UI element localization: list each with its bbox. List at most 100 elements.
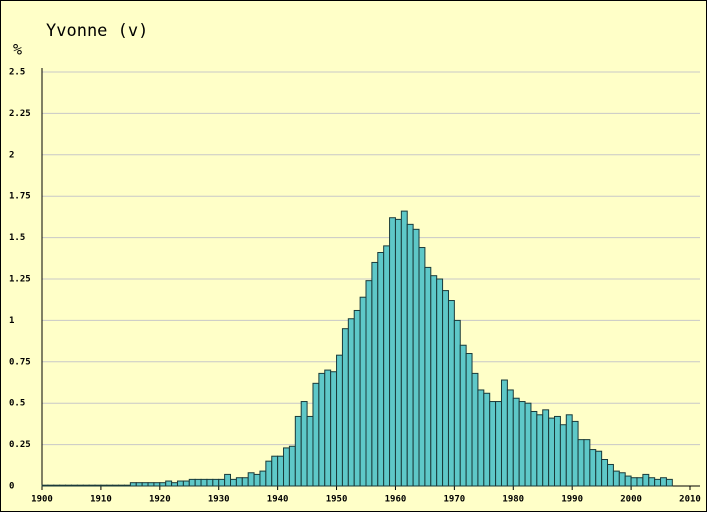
bar [247, 472, 255, 487]
bar [224, 473, 232, 487]
bar [512, 397, 520, 487]
bar [241, 477, 249, 487]
bar [565, 414, 573, 487]
bar [524, 402, 532, 487]
bar [536, 414, 544, 487]
bar [383, 245, 391, 487]
bar [106, 484, 114, 487]
bar [430, 275, 438, 487]
bar [70, 484, 78, 487]
chart-title: Yvonne (v) [46, 21, 148, 41]
bar [648, 477, 656, 487]
bar [230, 478, 237, 487]
bar [82, 484, 90, 487]
y-tick-label: 2.5 [9, 68, 25, 78]
bar [176, 480, 184, 487]
bar [406, 223, 414, 487]
bar [324, 369, 332, 487]
bar [318, 372, 326, 487]
bar [135, 482, 143, 487]
bar [365, 280, 373, 487]
bar [76, 484, 84, 487]
y-axis-label: % [13, 41, 22, 59]
x-tick-label: 1900 [31, 495, 53, 505]
bar [548, 417, 556, 487]
x-tick-label: 1910 [90, 495, 112, 505]
bar [59, 484, 67, 487]
bar [654, 478, 662, 487]
bar [636, 477, 644, 487]
bar [206, 478, 214, 487]
bar [424, 266, 432, 487]
bar [542, 409, 550, 487]
bar [212, 478, 220, 487]
y-tick-label: 0 [9, 482, 14, 492]
bar [612, 470, 620, 487]
bar [306, 415, 314, 487]
x-tick-label: 1990 [561, 495, 583, 505]
bar [447, 300, 455, 487]
bar [277, 455, 285, 487]
bar [607, 463, 614, 487]
bar [88, 484, 96, 487]
x-tick-label: 1960 [385, 495, 407, 505]
x-tick-label: 2000 [620, 495, 642, 505]
bar [624, 475, 632, 487]
bar [389, 217, 396, 487]
bar [153, 482, 161, 487]
bar [489, 401, 497, 487]
x-tick-label: 1920 [149, 495, 171, 505]
bar [377, 252, 385, 487]
bar [483, 392, 491, 487]
bar [188, 478, 196, 487]
bar [559, 424, 567, 487]
bar [400, 210, 408, 487]
bar [336, 354, 343, 487]
bar [506, 389, 514, 487]
bar [200, 478, 208, 487]
bar [359, 296, 367, 487]
bar [577, 439, 585, 487]
x-tick-label: 1930 [208, 495, 230, 505]
bar [589, 449, 597, 487]
bar [660, 477, 667, 487]
bar [123, 484, 131, 487]
bar [218, 478, 226, 487]
bar [554, 415, 561, 487]
bar [477, 389, 485, 487]
y-tick-label: 0.5 [9, 399, 25, 409]
bar [471, 372, 479, 487]
bar [630, 477, 638, 487]
bar [300, 401, 308, 487]
bar [495, 401, 502, 487]
bar [418, 247, 426, 487]
bar [436, 278, 444, 487]
bar [253, 473, 261, 487]
y-tick-label: 1 [9, 316, 14, 326]
bar [601, 459, 609, 487]
bar [459, 344, 467, 487]
bar [147, 482, 155, 487]
bar [642, 473, 650, 487]
bar [330, 371, 338, 487]
bar [182, 480, 190, 487]
bar [583, 439, 591, 487]
bar [118, 484, 125, 487]
bar [235, 477, 243, 487]
y-tick-label: 2.25 [9, 109, 31, 119]
bar [442, 290, 449, 487]
bar [312, 382, 320, 487]
bar [412, 228, 420, 487]
bar [294, 415, 302, 487]
y-tick-label: 2 [9, 150, 14, 160]
bar [271, 455, 279, 487]
bar [453, 319, 461, 487]
y-tick-label: 1.25 [9, 275, 31, 285]
x-tick-label: 1940 [267, 495, 289, 505]
bar [259, 470, 267, 487]
bar [47, 484, 55, 487]
bar [141, 482, 149, 487]
bar [283, 447, 290, 487]
bar [53, 484, 61, 487]
